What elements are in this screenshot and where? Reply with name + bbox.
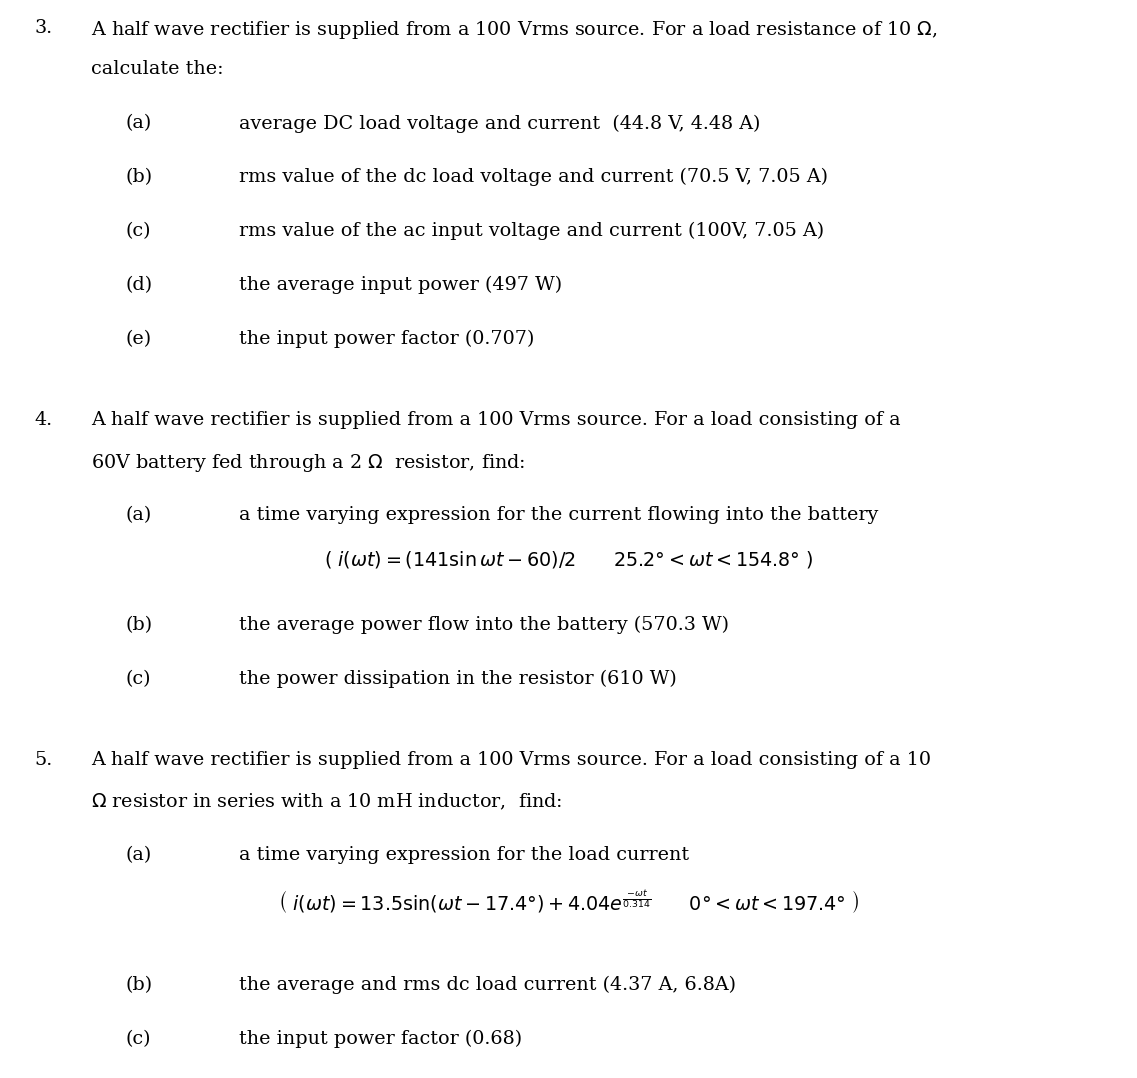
Text: A half wave rectifier is supplied from a 100 Vrms source. For a load consisting : A half wave rectifier is supplied from a…: [91, 411, 901, 429]
Text: (a): (a): [125, 506, 151, 524]
Text: $\left(\ i(\omega t)=13.5\sin\!\left(\omega t-17.4°\right)+4.04e^{\frac{-\omega : $\left(\ i(\omega t)=13.5\sin\!\left(\om…: [277, 888, 860, 916]
Text: (a): (a): [125, 114, 151, 133]
Text: rms value of the dc load voltage and current (70.5 V, 7.05 A): rms value of the dc load voltage and cur…: [239, 168, 828, 186]
Text: the average power flow into the battery (570.3 W): the average power flow into the battery …: [239, 616, 729, 634]
Text: 60V battery fed through a 2 $\Omega$  resistor, find:: 60V battery fed through a 2 $\Omega$ res…: [91, 452, 525, 473]
Text: the input power factor (0.707): the input power factor (0.707): [239, 330, 534, 348]
Text: the average input power (497 W): the average input power (497 W): [239, 276, 562, 294]
Text: (c): (c): [125, 669, 150, 688]
Text: 3.: 3.: [34, 19, 52, 38]
Text: A half wave rectifier is supplied from a 100 Vrms source. For a load resistance : A half wave rectifier is supplied from a…: [91, 19, 938, 41]
Text: rms value of the ac input voltage and current (100V, 7.05 A): rms value of the ac input voltage and cu…: [239, 222, 824, 240]
Text: a time varying expression for the current flowing into the battery: a time varying expression for the curren…: [239, 506, 878, 524]
Text: 4.: 4.: [34, 411, 52, 429]
Text: $\Omega$ resistor in series with a 10 mH inductor,  find:: $\Omega$ resistor in series with a 10 mH…: [91, 791, 563, 812]
Text: the average and rms dc load current (4.37 A, 6.8A): the average and rms dc load current (4.3…: [239, 976, 736, 994]
Text: (c): (c): [125, 1029, 150, 1048]
Text: (c): (c): [125, 222, 150, 240]
Text: $( \ i(\omega t) = (141\sin \omega t - 60)/2 \quad\quad 25.2° < \omega t < 154.8: $( \ i(\omega t) = (141\sin \omega t - 6…: [324, 549, 813, 569]
Text: (d): (d): [125, 276, 152, 294]
Text: A half wave rectifier is supplied from a 100 Vrms source. For a load consisting : A half wave rectifier is supplied from a…: [91, 750, 931, 769]
Text: the power dissipation in the resistor (610 W): the power dissipation in the resistor (6…: [239, 669, 677, 688]
Text: (b): (b): [125, 616, 152, 634]
Text: (b): (b): [125, 168, 152, 186]
Text: a time varying expression for the load current: a time varying expression for the load c…: [239, 845, 689, 863]
Text: average DC load voltage and current  (44.8 V, 4.48 A): average DC load voltage and current (44.…: [239, 114, 761, 133]
Text: calculate the:: calculate the:: [91, 60, 224, 79]
Text: 5.: 5.: [34, 750, 52, 769]
Text: (a): (a): [125, 845, 151, 863]
Text: (b): (b): [125, 976, 152, 994]
Text: (e): (e): [125, 330, 151, 348]
Text: the input power factor (0.68): the input power factor (0.68): [239, 1029, 522, 1048]
